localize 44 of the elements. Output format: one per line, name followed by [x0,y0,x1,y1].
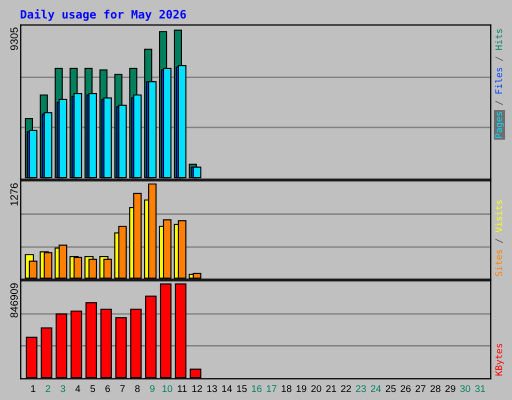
x-tick-label: 23 [356,385,366,392]
x-tick-label: 9 [150,385,155,392]
text: 9305 [10,28,18,50]
x-tick-label: 31 [475,385,486,392]
x-tick-label: 26 [400,385,411,392]
x-tick-label: 19 [296,385,306,392]
text: Pages [495,112,504,138]
x-tick-label: 14 [222,385,232,392]
chart-title: Daily usage for May 2026 [20,9,186,21]
x-tick-label: 11 [178,385,187,392]
x-tick-label: 16 [252,385,262,392]
x-tick-label: 22 [341,385,351,392]
text: KBytes [495,344,504,376]
x-tick-label: 28 [430,385,440,392]
text: / [495,100,503,106]
x-tick-label: 6 [105,385,110,392]
x-tick-label: 12 [192,385,202,392]
x-tick-label: 29 [445,385,456,392]
x-tick-label: 3 [60,385,66,392]
text: / [495,56,503,61]
x-tick-label: 18 [282,385,292,392]
x-tick-label: 5 [90,385,96,392]
x-tick-label: 27 [416,385,426,392]
x-tick-label: 7 [120,385,125,392]
x-tick-label: 20 [311,385,322,392]
x-tick-label: 25 [386,385,396,392]
x-tick-label: 8 [135,385,140,392]
text: 1276 [10,183,18,206]
text: Files [495,68,502,94]
x-tick-label: 10 [162,385,172,392]
x-tick-label: 4 [75,385,80,392]
x-tick-label: 30 [460,385,470,392]
x-tick-label: 15 [237,385,247,392]
text: Visits [495,200,502,232]
text: Hits [495,29,502,50]
x-tick-label: 13 [207,385,217,392]
text: 846909 [10,283,18,318]
text: Sites [495,250,502,276]
text: / [495,238,503,244]
x-tick-label: 21 [326,385,336,392]
x-tick-label: 24 [370,385,381,392]
x-tick-label: 2 [46,385,50,392]
x-tick-label: 1 [31,385,36,392]
x-tick-label: 17 [266,385,276,392]
